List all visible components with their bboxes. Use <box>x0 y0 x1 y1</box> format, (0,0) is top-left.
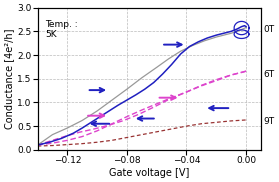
X-axis label: Gate voltage [V]: Gate voltage [V] <box>109 168 189 178</box>
Text: Temp. :
5K: Temp. : 5K <box>45 19 78 39</box>
Y-axis label: Conductance [4e²/h]: Conductance [4e²/h] <box>4 29 14 129</box>
